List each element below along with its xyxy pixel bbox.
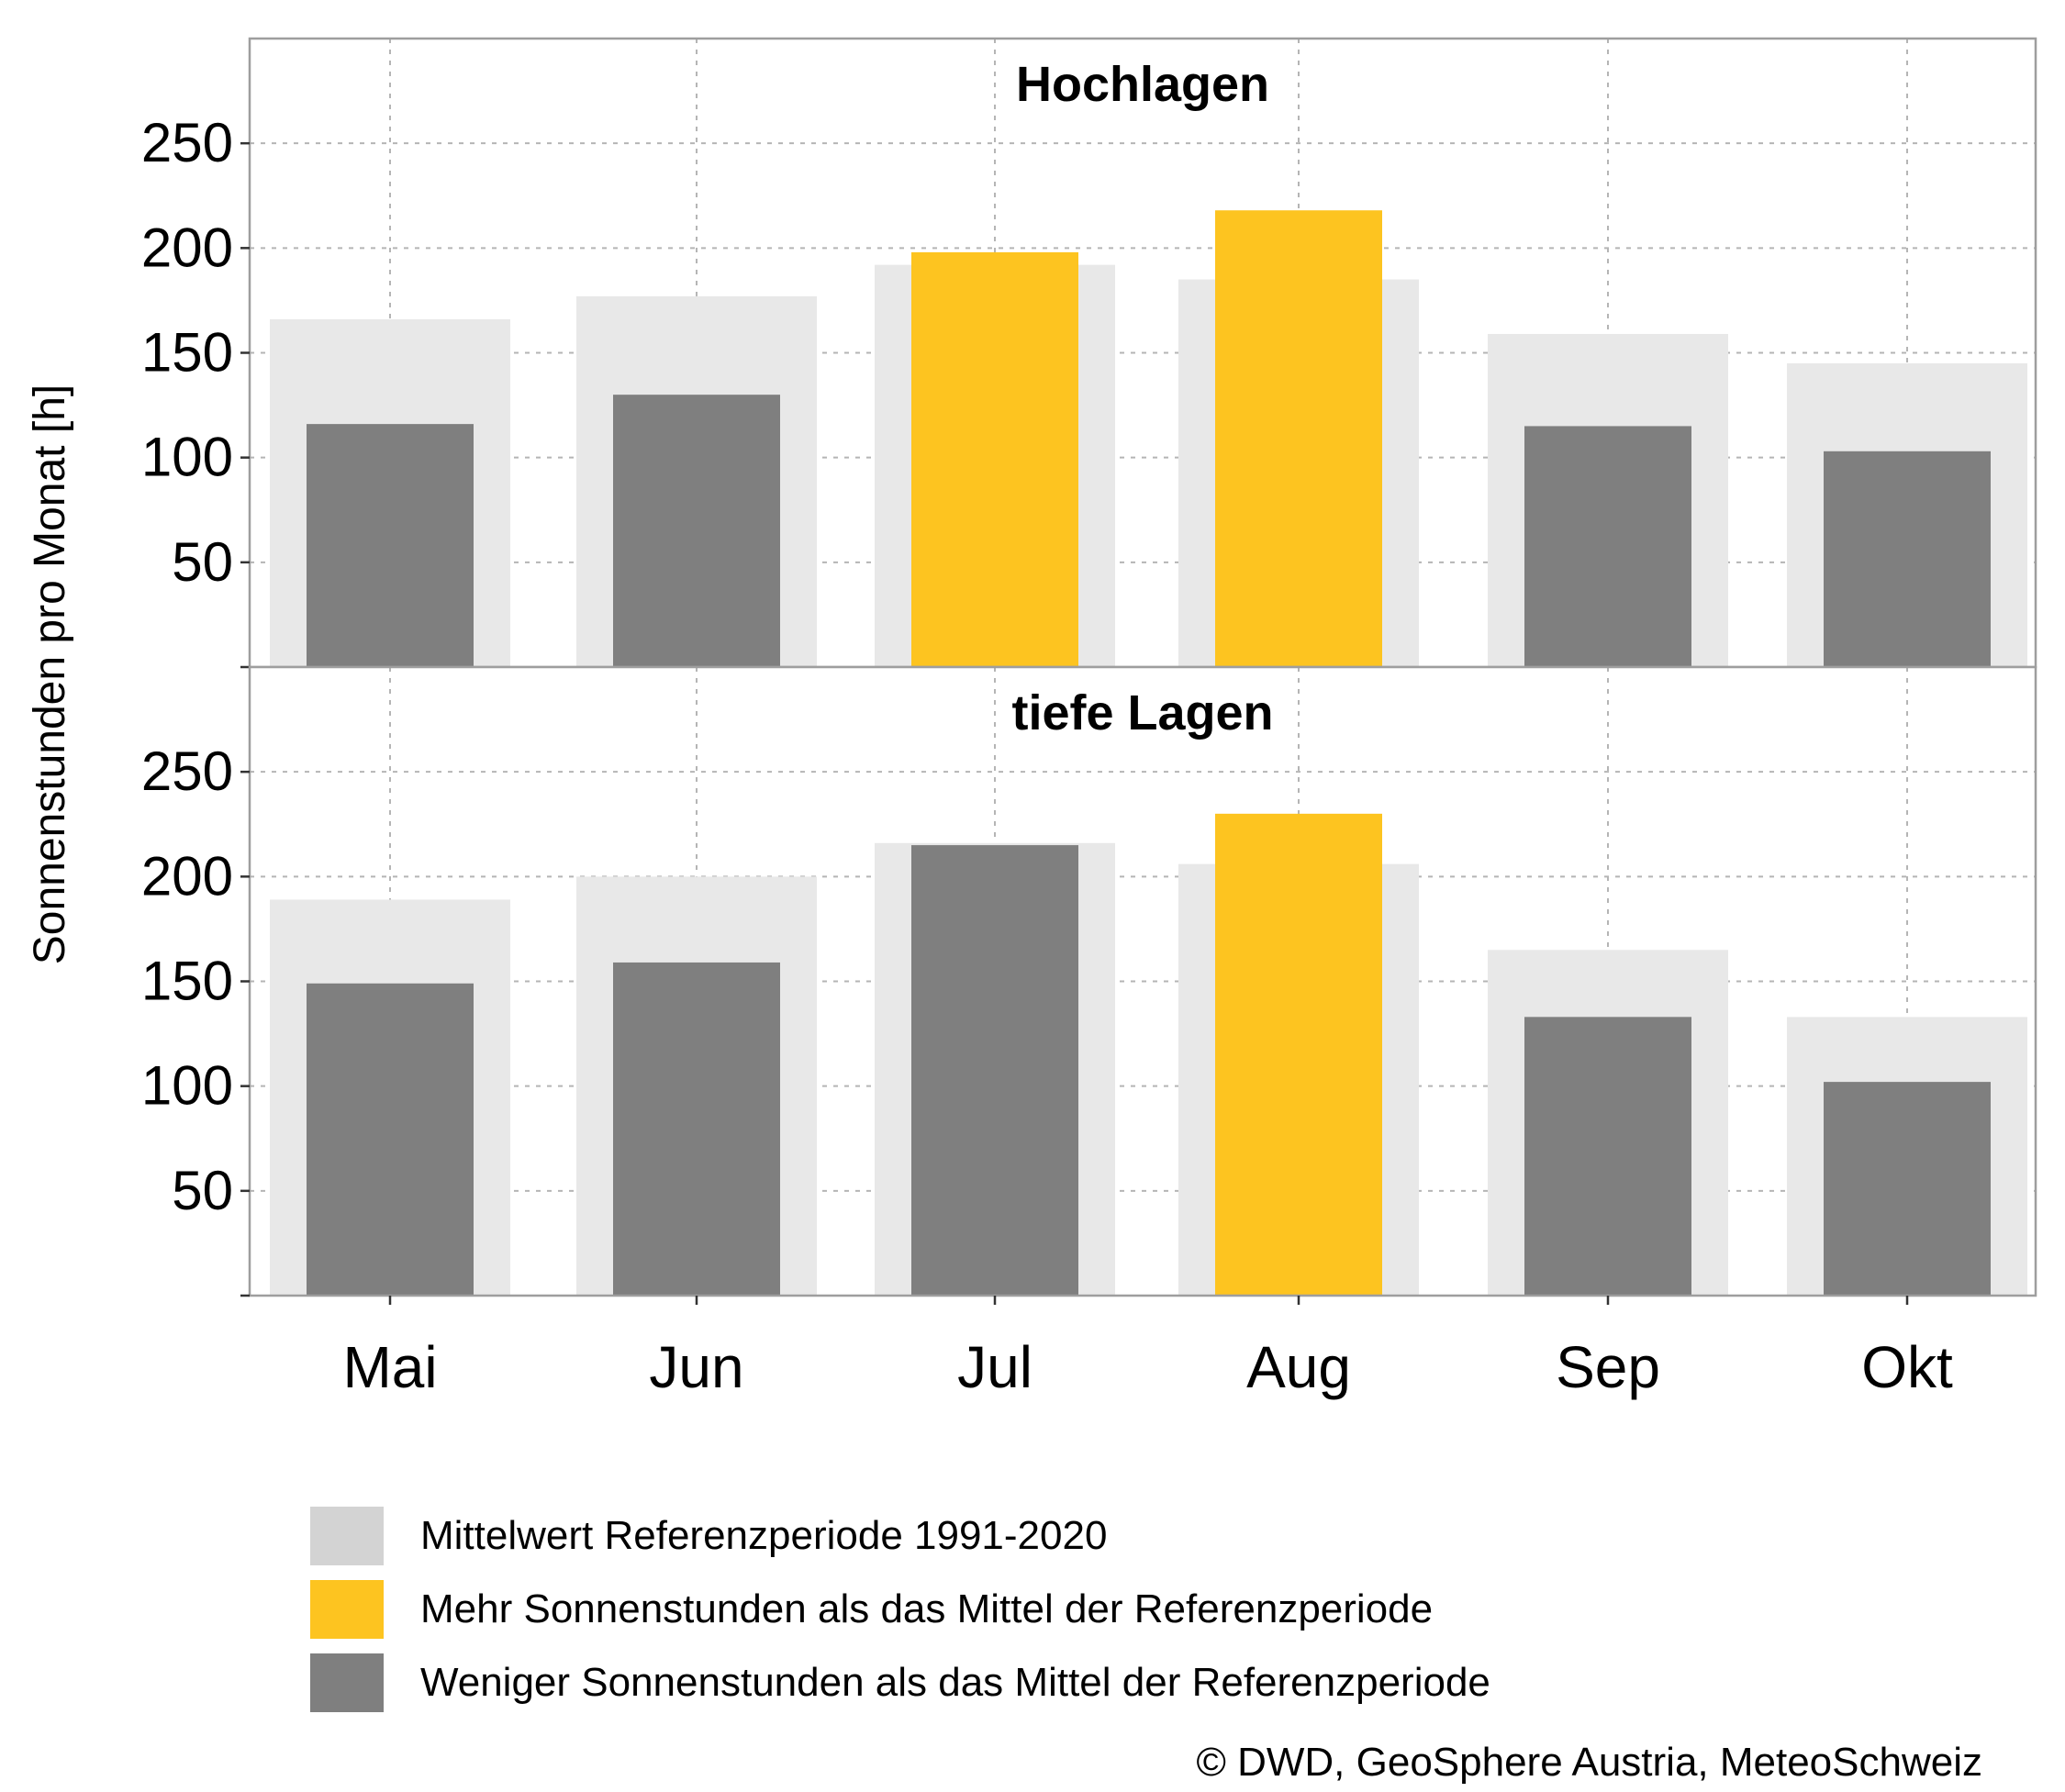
legend-item-3: Weniger Sonnenstunden als das Mittel der… (310, 1653, 1490, 1712)
y-tick-label: 200 (141, 845, 233, 907)
x-axis: Mai Jun Jul Aug Sep Okt (342, 1334, 1953, 1400)
x-tick-label-mai: Mai (342, 1334, 437, 1400)
panel-title: Hochlagen (1016, 57, 1269, 112)
value-bar-okt (1824, 1082, 1991, 1296)
legend-item-1: Mittelwert Referenzperiode 1991-2020 (310, 1507, 1107, 1565)
panel-1: Hochlagen 50 100 150 200 250 (141, 37, 2037, 676)
y-tick-label: 100 (141, 427, 233, 488)
value-bar-mai (307, 983, 474, 1296)
legend-swatch (310, 1507, 384, 1565)
y-axis-label: Sonnenstunden pro Monat [h] (26, 384, 74, 964)
legend-label: Mittelwert Referenzperiode 1991-2020 (420, 1513, 1107, 1558)
y-tick-label: 200 (141, 217, 233, 278)
panel-title: tiefe Lagen (1011, 685, 1273, 740)
value-bar-aug (1215, 210, 1382, 667)
x-tick-label-jun: Jun (649, 1334, 743, 1400)
panels-layer: Hochlagen 50 100 150 200 250 tiefe Lagen 50 100 1… (141, 37, 2037, 1305)
x-tick-label-okt: Okt (1861, 1334, 1953, 1400)
value-bar-jul (911, 251, 1078, 667)
legend: Mittelwert Referenzperiode 1991-2020 Mehr… (310, 1507, 1490, 1712)
value-bar-jul (911, 845, 1078, 1296)
legend-label: Weniger Sonnenstunden als das Mittel der… (420, 1660, 1490, 1705)
value-bar-sep (1524, 426, 1691, 667)
legend-item-2: Mehr Sonnenstunden als das Mittel der Re… (310, 1580, 1433, 1639)
value-bar-sep (1524, 1017, 1691, 1296)
x-tick-label-aug: Aug (1246, 1334, 1351, 1400)
y-tick-label: 250 (141, 740, 233, 802)
value-bar-jun (613, 395, 780, 667)
value-bar-jun (613, 962, 780, 1296)
y-tick-label: 50 (172, 1160, 233, 1221)
legend-label: Mehr Sonnenstunden als das Mittel der Re… (420, 1586, 1433, 1631)
value-bar-mai (307, 424, 474, 667)
panel-2: tiefe Lagen 50 100 150 200 250 (141, 665, 2037, 1305)
legend-swatch (310, 1653, 384, 1712)
y-tick-label: 150 (141, 951, 233, 1012)
y-tick-label: 100 (141, 1055, 233, 1117)
y-tick-label: 150 (141, 322, 233, 384)
value-bar-okt (1824, 451, 1991, 667)
legend-swatch (310, 1580, 384, 1639)
value-bar-aug (1215, 813, 1382, 1296)
credit-text: © DWD, GeoSphere Austria, MeteoSchweiz (1196, 1740, 1982, 1785)
y-tick-label: 250 (141, 112, 233, 173)
y-tick-label: 50 (172, 531, 233, 593)
x-tick-label-sep: Sep (1556, 1334, 1660, 1400)
x-tick-label-jul: Jul (957, 1334, 1032, 1400)
